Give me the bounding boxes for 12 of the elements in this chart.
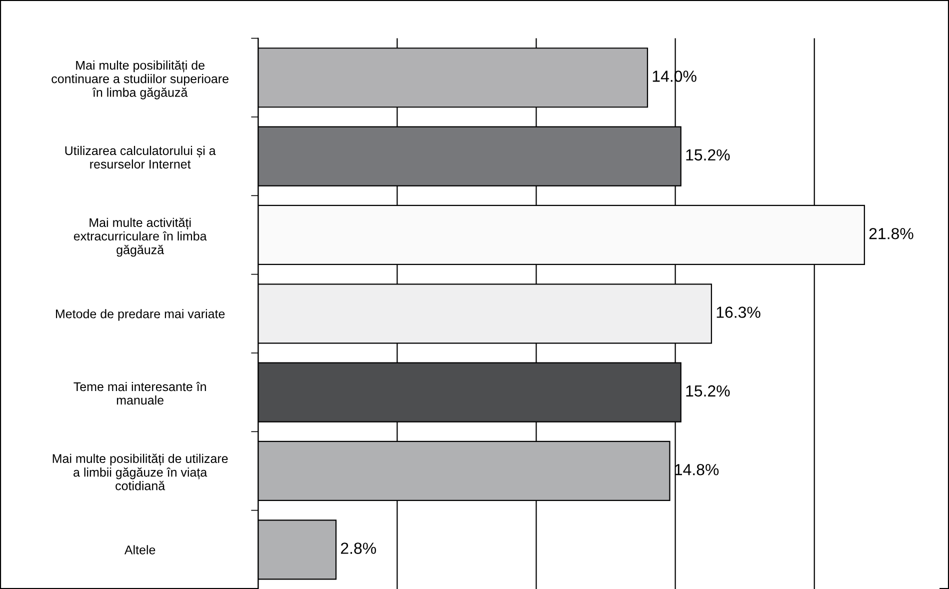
data-label: 15.2% xyxy=(686,149,730,161)
y-tick-label: Mai multe posibilități de utilizare a limbii găgăuze în viața cotidiană xyxy=(52,454,228,490)
data-label: 16.3% xyxy=(716,306,760,318)
y-tick-label: Altele xyxy=(124,545,156,554)
y-tick-label: Mai multe posibilități de continuare a studiilor superioare în limba găgăuză xyxy=(52,60,228,100)
y-tick-label: Utilizarea calculatorului și a resurselor Internet xyxy=(65,146,216,169)
y-tick-label: Teme mai interesante în manuale xyxy=(74,382,206,405)
data-label: 15.2% xyxy=(686,385,730,397)
data-label: 2.8% xyxy=(340,542,376,554)
data-label: 21.8% xyxy=(869,228,914,240)
y-tick-label: Metode de predare mai variate xyxy=(56,309,225,321)
y-tick-label: Mai multe activități extracurriculare în limba găgăuză xyxy=(74,218,207,257)
